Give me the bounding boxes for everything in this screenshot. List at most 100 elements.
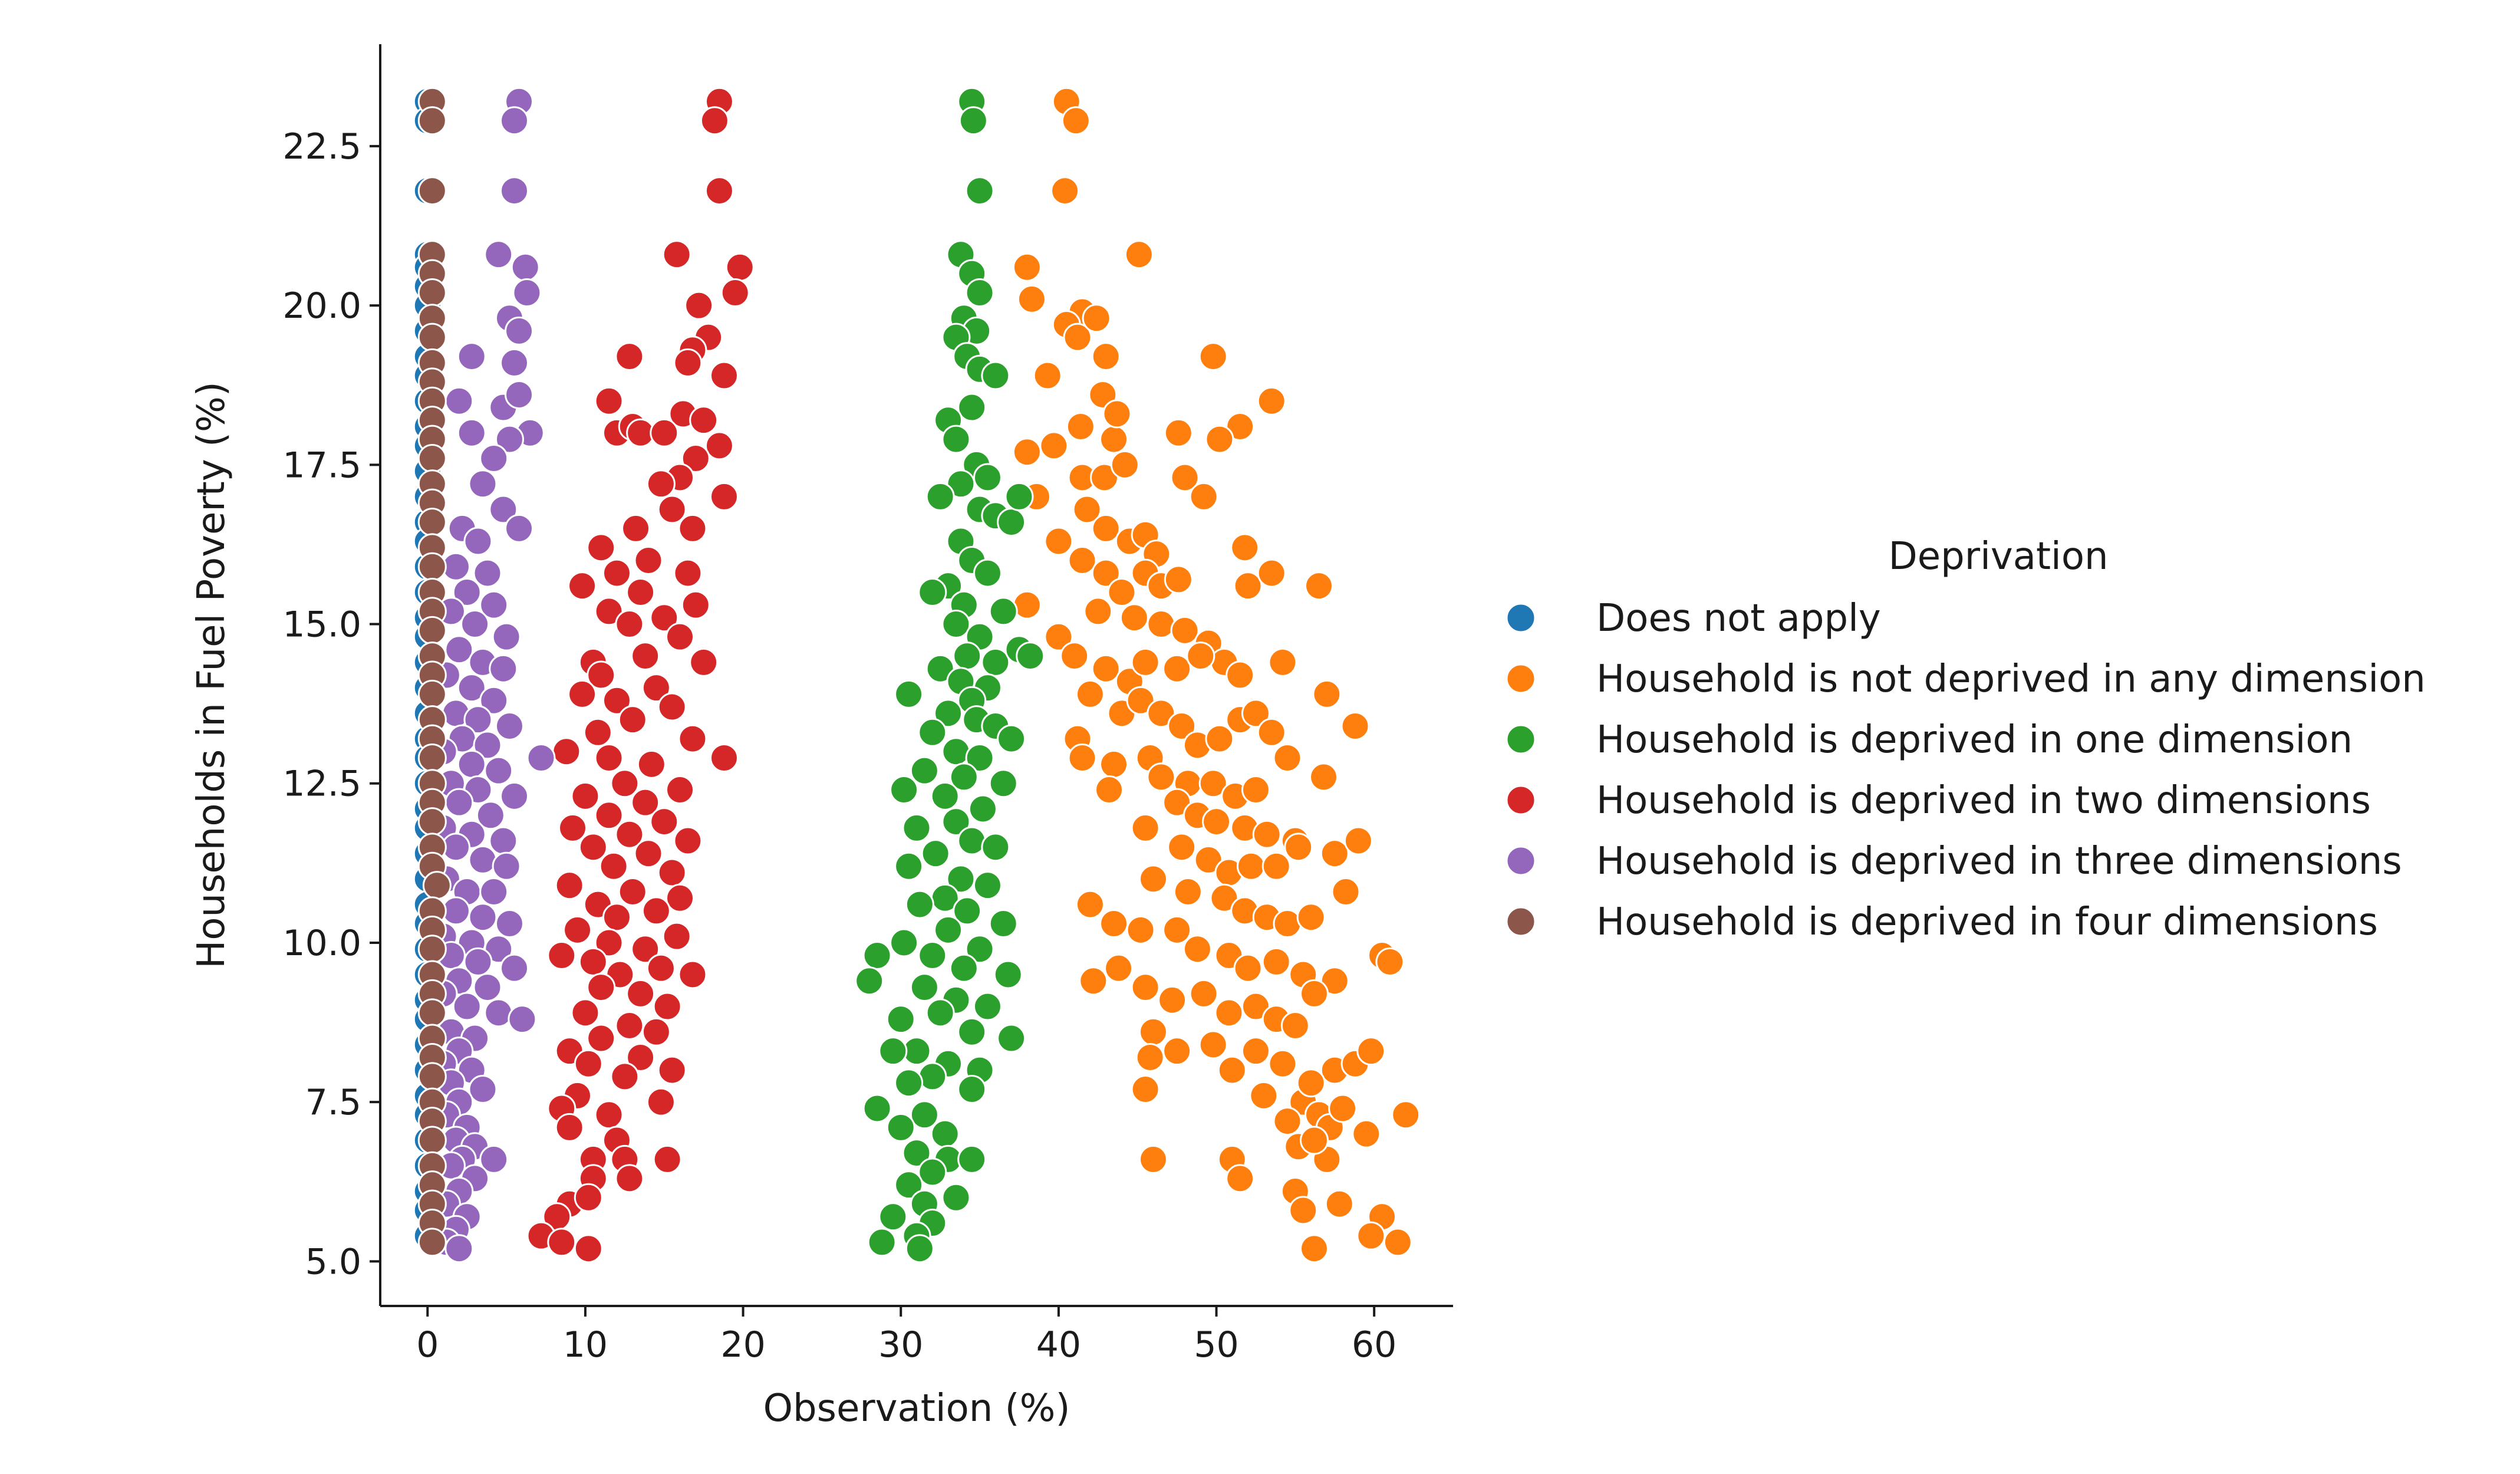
data-point — [1099, 749, 1129, 779]
data-point — [1068, 743, 1097, 773]
data-point — [1249, 1081, 1279, 1110]
y-tick-label: 20.0 — [282, 285, 361, 327]
data-point — [1095, 775, 1124, 805]
data-point — [957, 393, 987, 422]
data-point — [489, 495, 518, 524]
data-point — [631, 935, 660, 964]
data-point — [934, 915, 963, 945]
data-point — [452, 577, 482, 607]
data-point — [1091, 514, 1121, 543]
legend-marker — [1506, 785, 1536, 815]
data-point — [1072, 495, 1102, 524]
data-point — [526, 743, 556, 773]
data-point — [946, 864, 976, 894]
data-point — [563, 915, 592, 945]
data-point — [930, 1119, 960, 1149]
data-point — [1296, 1068, 1326, 1098]
data-point — [1340, 711, 1370, 741]
data-point — [1102, 399, 1132, 429]
data-point — [1162, 654, 1192, 683]
data-point — [1039, 431, 1069, 460]
data-point — [1320, 966, 1349, 996]
y-axis-ticks: 5.0 7.5 10.0 12.5 15.0 17.5 20.0 22.5 — [282, 126, 380, 1282]
data-point — [968, 794, 997, 824]
data-point — [1299, 1126, 1329, 1155]
data-point — [862, 1094, 892, 1123]
data-point — [1233, 571, 1263, 601]
data-point — [1383, 1228, 1412, 1257]
data-point — [547, 941, 577, 970]
data-point — [1202, 807, 1231, 837]
data-point — [615, 1011, 644, 1040]
data-point — [918, 1157, 947, 1187]
data-point — [1060, 641, 1089, 671]
data-point — [615, 610, 644, 639]
data-point — [417, 444, 447, 473]
data-point — [1189, 482, 1218, 511]
data-point — [610, 1062, 640, 1091]
data-point — [1284, 833, 1313, 862]
data-point — [463, 705, 493, 735]
data-point — [618, 877, 647, 906]
data-point — [484, 998, 513, 1028]
data-point — [709, 482, 739, 511]
data-point — [422, 871, 452, 900]
data-point — [1198, 342, 1228, 371]
data-point — [646, 469, 676, 499]
data-point — [981, 361, 1010, 390]
data-point — [574, 1049, 603, 1078]
data-point — [1063, 323, 1092, 352]
data-point — [1131, 647, 1160, 677]
data-point — [953, 896, 982, 926]
data-point — [1233, 953, 1263, 983]
data-point — [1241, 775, 1270, 805]
data-point — [1375, 947, 1405, 976]
data-point — [662, 240, 691, 269]
data-point — [602, 903, 631, 932]
data-point — [997, 1024, 1026, 1053]
data-point — [1138, 864, 1168, 894]
data-point — [910, 756, 939, 785]
data-point — [1299, 1234, 1329, 1264]
data-point — [1167, 833, 1197, 862]
data-point — [1391, 1100, 1421, 1130]
data-point — [1241, 1037, 1270, 1066]
data-point — [949, 762, 979, 792]
data-point — [479, 877, 509, 906]
data-point — [457, 342, 486, 371]
y-tick-label: 12.5 — [282, 764, 361, 805]
data-point — [479, 590, 509, 620]
data-point — [1135, 1042, 1165, 1072]
data-point — [417, 552, 447, 581]
data-point — [1170, 616, 1200, 645]
data-point — [578, 947, 608, 976]
data-point — [709, 361, 739, 390]
data-point — [934, 699, 963, 728]
data-point — [417, 935, 447, 964]
legend-label: Does not apply — [1596, 597, 1881, 640]
data-point — [489, 826, 518, 856]
data-point — [505, 380, 534, 409]
data-point — [1017, 284, 1046, 314]
x-tick-label: 10 — [563, 1324, 608, 1366]
data-point — [949, 953, 979, 983]
data-point — [905, 890, 934, 919]
data-point — [626, 577, 655, 607]
data-point — [1131, 973, 1160, 1002]
data-point — [1162, 915, 1192, 945]
data-point — [650, 807, 679, 837]
data-point — [662, 922, 691, 951]
y-axis-title: Households in Fuel Poverty (%) — [190, 381, 233, 969]
data-point — [673, 348, 703, 377]
data-point — [997, 508, 1026, 537]
legend-label: Household is not deprived in any dimensi… — [1596, 657, 2426, 701]
data-point — [631, 641, 660, 671]
data-point — [1162, 788, 1192, 817]
data-point — [1016, 641, 1045, 671]
data-point — [512, 278, 542, 308]
data-point — [689, 406, 719, 435]
data-point — [587, 660, 616, 690]
data-point — [709, 743, 739, 773]
data-point — [725, 252, 755, 282]
data-point — [1325, 1189, 1354, 1219]
